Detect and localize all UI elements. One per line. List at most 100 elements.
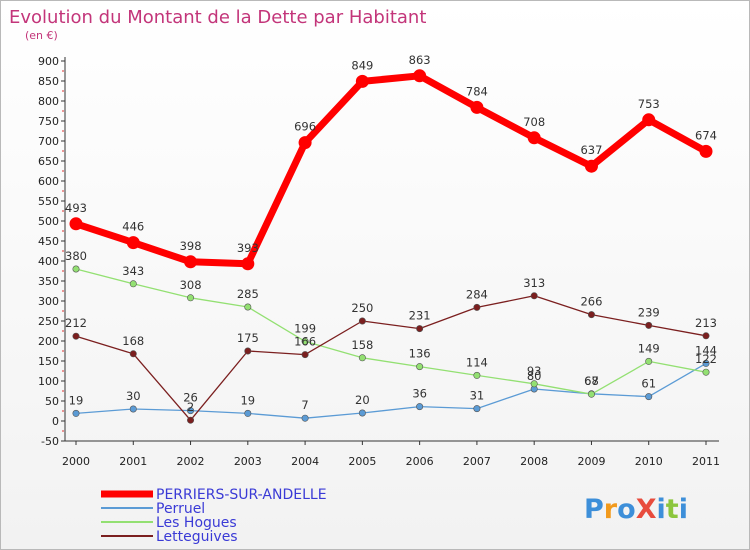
data-label: 308 [180,278,202,292]
logo-text: ProXiti [584,494,688,525]
data-point [587,311,595,319]
data-label: 67 [584,374,599,388]
data-label: 136 [409,347,431,361]
data-label: 393 [237,241,259,255]
chart-subtitle: (en €) [25,29,58,42]
data-label: 398 [180,239,202,253]
x-tick-label: 2010 [635,455,663,468]
data-label: 61 [641,377,656,391]
data-point [244,409,252,417]
legend-label: Les Hogues [156,515,237,531]
series-line [75,295,707,421]
logo-letter: P [584,494,604,525]
data-label: 446 [122,220,144,234]
y-tick-label: 550 [38,195,59,208]
labels-3: 212 168 2 175 166 250 231 284 313 266 239 213 [65,276,717,414]
data-point [72,265,80,273]
data-label: 284 [466,287,488,301]
series-line [75,268,707,395]
data-point [298,136,312,150]
y-tick-label: 100 [38,375,59,388]
data-point [301,351,309,359]
data-point [702,332,710,340]
data-point [129,350,137,358]
data-point [530,292,538,300]
data-label: 19 [69,393,84,407]
data-point [645,321,653,329]
x-tick-label: 2005 [348,455,376,468]
data-point [129,405,137,413]
data-label: 158 [351,338,373,352]
y-tick-label: 700 [38,135,59,148]
data-point [187,294,195,302]
x-tick-label: 2009 [577,455,605,468]
data-label: 863 [409,53,431,67]
data-label: 212 [65,316,87,330]
data-label: 149 [638,341,660,355]
data-label: 674 [695,128,717,142]
y-tick-label: 600 [38,175,59,188]
x-tick-label: 2003 [234,455,262,468]
series-layer: 493 446 398 393 696 849 863 784 708 637 753 674 19 30… [65,53,717,424]
data-point [473,303,481,311]
data-label: 175 [237,331,259,345]
data-point [584,159,598,173]
data-label: 30 [126,389,141,403]
series-0 [69,69,713,271]
x-tick-label: 2000 [62,455,90,468]
data-point [301,414,309,422]
data-label: 80 [527,369,542,383]
data-point [72,409,80,417]
logo-letter: i [657,494,666,525]
data-point [244,303,252,311]
data-label: 144 [695,343,717,357]
data-label: 122 [695,352,717,366]
x-tick-label: 2011 [692,455,720,468]
y-tick-label: 400 [38,255,59,268]
data-label: 166 [294,335,316,349]
data-label: 68 [584,374,599,388]
data-point [69,217,83,231]
data-point [301,337,309,345]
data-point [470,100,484,114]
logo-letter: o [617,494,636,525]
data-point [72,332,80,340]
data-point [187,407,195,415]
data-point [416,325,424,333]
series-line [75,362,707,419]
data-label: 239 [638,305,660,319]
logo-letter: X [636,494,657,525]
data-point [587,390,595,398]
data-label: 7 [301,398,308,412]
data-point [129,280,137,288]
data-label: 313 [523,276,545,290]
data-point [702,359,710,367]
data-label: 19 [240,393,255,407]
y-tick-label: 850 [38,75,59,88]
data-point [126,236,140,250]
logo-letter: r [604,494,618,525]
y-tick-label: 300 [38,295,59,308]
data-point [358,317,366,325]
data-label: 784 [466,84,488,98]
data-label: 285 [237,287,259,301]
x-tick-label: 2008 [520,455,548,468]
data-label: 36 [412,387,427,401]
y-tick-label: 650 [38,155,59,168]
data-label: 708 [523,115,545,129]
y-tick-label: 750 [38,115,59,128]
data-point [413,69,427,83]
data-point [702,368,710,376]
data-label: 26 [183,391,198,405]
y-tick-label: 350 [38,275,59,288]
data-label: 31 [470,389,485,403]
labels-0: 493 446 398 393 696 849 863 784 708 637 753 674 [65,53,717,255]
data-point [416,363,424,371]
data-point [358,354,366,362]
y-tick-label: 450 [38,235,59,248]
data-point [473,405,481,413]
data-point [355,74,369,88]
data-label: 753 [638,97,660,111]
